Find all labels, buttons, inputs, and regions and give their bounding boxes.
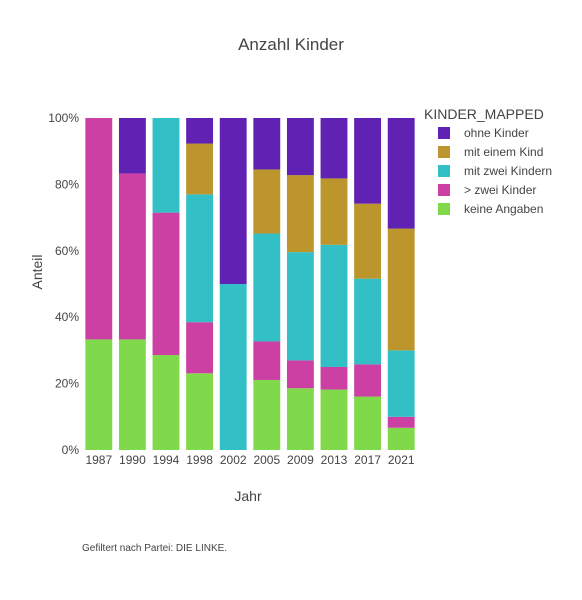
bar-2013-mit-zwei-kindern	[320, 244, 348, 367]
legend-swatch-keine-angaben[interactable]	[438, 203, 450, 215]
x-tick-label: 2013	[321, 453, 348, 467]
x-tick-label: 2021	[388, 453, 415, 467]
legend-label-ohne-kinder[interactable]: ohne Kinder	[464, 126, 529, 140]
x-tick-label: 2002	[220, 453, 247, 467]
y-tick-label: 60%	[55, 244, 79, 258]
bar-2013-keine-angaben	[320, 389, 348, 450]
bar-2009-zwei-kinder	[286, 360, 314, 389]
bar-2013-zwei-kinder	[320, 367, 348, 390]
bar-2009-keine-angaben	[286, 388, 314, 450]
x-tick-label: 2017	[354, 453, 381, 467]
legend-label-keine-angaben[interactable]: keine Angaben	[464, 202, 543, 216]
chart-title: Anzahl Kinder	[238, 35, 344, 54]
bar-2021-ohne-kinder	[387, 118, 415, 229]
y-tick-label: 40%	[55, 310, 79, 324]
x-tick-label: 2009	[287, 453, 314, 467]
bar-2009-ohne-kinder	[286, 118, 314, 176]
bar-1998-zwei-kinder	[186, 322, 214, 374]
bar-2021-mit-zwei-kindern	[387, 350, 415, 417]
bar-2005-mit-zwei-kindern	[253, 233, 281, 342]
bar-2017-keine-angaben	[354, 396, 382, 450]
bar-1990-keine-angaben	[118, 339, 146, 450]
bar-1987-keine-angaben	[85, 339, 113, 450]
bar-1998-mit-einem-kind	[186, 143, 214, 195]
bar-2017-mit-einem-kind	[354, 203, 382, 279]
bar-2005-ohne-kinder	[253, 118, 281, 170]
x-tick-label: 1994	[153, 453, 180, 467]
bar-2017-mit-zwei-kindern	[354, 278, 382, 365]
legend-label-mit-zwei-kindern[interactable]: mit zwei Kindern	[464, 164, 552, 178]
legend-swatch-zwei-kinder[interactable]	[438, 184, 450, 196]
bar-2009-mit-einem-kind	[286, 175, 314, 253]
bar-2009-mit-zwei-kindern	[286, 252, 314, 361]
bar-2017-ohne-kinder	[354, 118, 382, 204]
bar-2021-keine-angaben	[387, 427, 415, 450]
bar-1998-mit-zwei-kindern	[186, 194, 214, 323]
bar-2021-zwei-kinder	[387, 416, 415, 428]
plot-area	[85, 118, 415, 450]
legend: ohne Kinder mit einem Kind mit zwei Kinder…	[438, 126, 552, 216]
bar-1990-zwei-kinder	[118, 173, 146, 340]
bar-2005-mit-einem-kind	[253, 169, 281, 234]
x-tick-label: 2005	[253, 453, 280, 467]
bar-2013-mit-einem-kind	[320, 178, 348, 245]
bar-2002-ohne-kinder	[219, 118, 247, 284]
bar-1994-zwei-kinder	[152, 212, 180, 356]
x-tick-label: 1987	[85, 453, 112, 467]
y-tick-label: 80%	[55, 177, 79, 191]
bar-2021-mit-einem-kind	[387, 228, 415, 351]
bar-1998-ohne-kinder	[186, 118, 214, 144]
bar-2005-keine-angaben	[253, 379, 281, 450]
bar-1998-keine-angaben	[186, 373, 214, 450]
legend-swatch-mit-zwei-kindern[interactable]	[438, 165, 450, 177]
legend-label-zwei-kinder[interactable]: > zwei Kinder	[464, 183, 536, 197]
bar-2013-ohne-kinder	[320, 118, 348, 179]
y-tick-label: 100%	[48, 111, 79, 125]
x-tick-label: 1998	[186, 453, 213, 467]
legend-swatch-mit-einem-kind[interactable]	[438, 146, 450, 158]
y-axis-ticks: 0% 20% 40% 60% 80% 100%	[48, 111, 79, 457]
y-tick-label: 0%	[62, 443, 80, 457]
legend-swatch-ohne-kinder[interactable]	[438, 127, 450, 139]
x-axis-ticks: 1987 1990 1994 1998 2002 2005 2009 2013 2017 2021	[85, 453, 414, 467]
bar-2005-zwei-kinder	[253, 341, 281, 380]
bar-1987-zwei-kinder	[85, 118, 113, 340]
bar-1994-mit-zwei-kindern	[152, 118, 180, 213]
bar-2002-mit-zwei-kindern	[219, 284, 247, 450]
legend-title: KINDER_MAPPED	[424, 106, 544, 122]
y-axis-title: Anteil	[29, 254, 45, 289]
filter-note: Gefiltert nach Partei: DIE LINKE.	[82, 543, 227, 554]
bar-1990-ohne-kinder	[118, 118, 146, 174]
y-tick-label: 20%	[55, 377, 79, 391]
legend-label-mit-einem-kind[interactable]: mit einem Kind	[464, 145, 543, 159]
x-tick-label: 1990	[119, 453, 146, 467]
bar-1994-keine-angaben	[152, 355, 180, 450]
bar-2017-zwei-kinder	[354, 364, 382, 397]
x-axis-title: Jahr	[234, 488, 262, 504]
